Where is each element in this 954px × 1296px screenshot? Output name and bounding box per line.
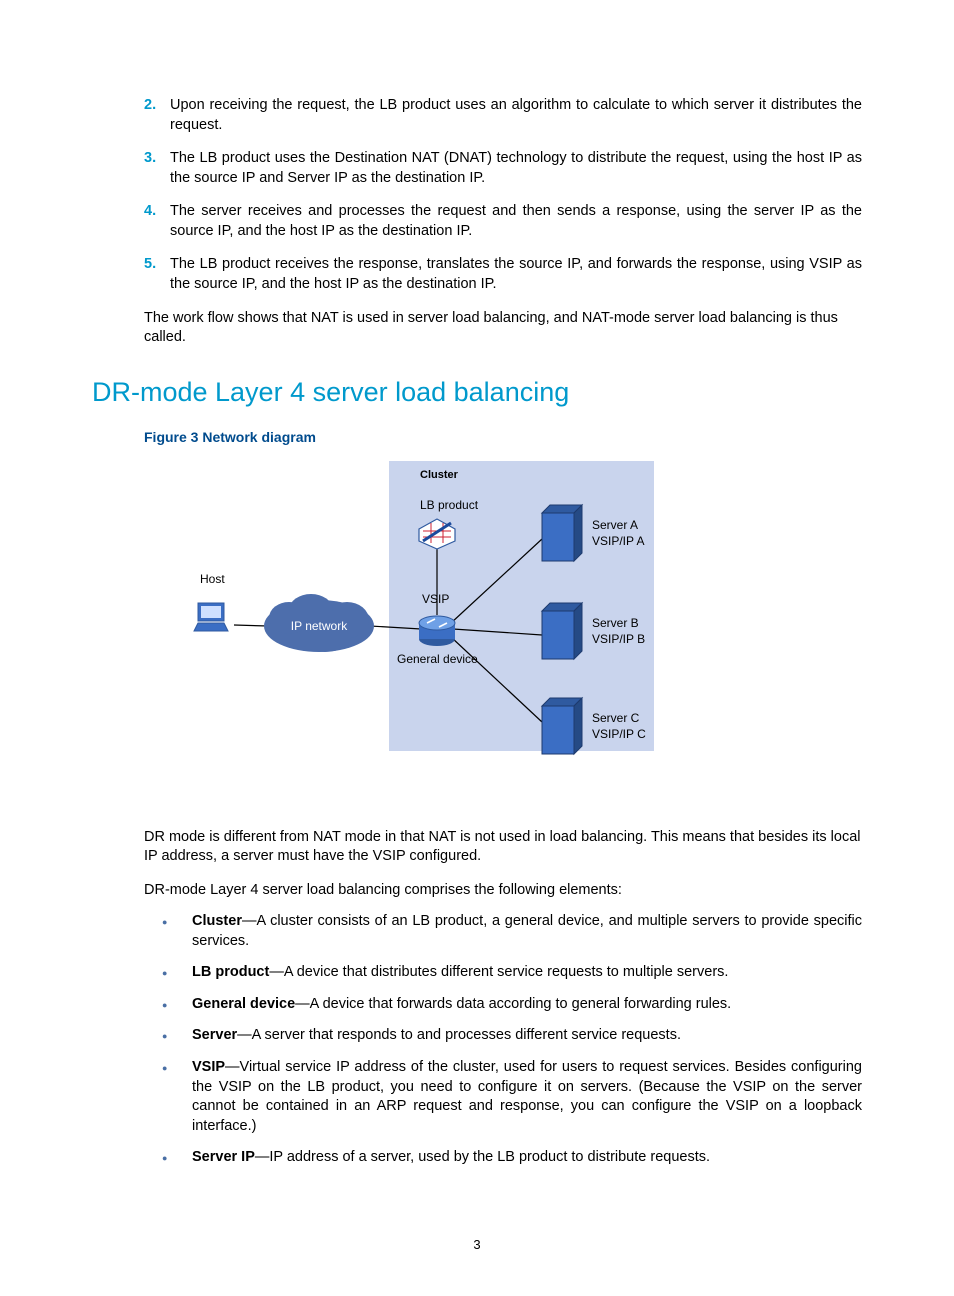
bullet-text: Server IP—IP address of a server, used b… xyxy=(192,1148,862,1168)
paragraph-elements-intro: DR-mode Layer 4 server load balancing co… xyxy=(144,881,862,901)
bullet-text: VSIP—Virtual service IP address of the c… xyxy=(192,1058,862,1136)
svg-text:General device: General device xyxy=(397,652,478,666)
svg-text:VSIP/IP A: VSIP/IP A xyxy=(592,534,644,548)
svg-text:IP network: IP network xyxy=(291,619,348,633)
list-number: 3. xyxy=(144,149,170,188)
ordered-list-item: 2.Upon receiving the request, the LB pro… xyxy=(144,96,862,135)
list-number: 4. xyxy=(144,202,170,241)
bullet-icon: ● xyxy=(162,1026,192,1046)
svg-text:Cluster: Cluster xyxy=(420,469,459,481)
svg-text:Host: Host xyxy=(200,572,225,586)
bullet-text: Cluster—A cluster consists of an LB prod… xyxy=(192,912,862,951)
list-text: Upon receiving the request, the LB produ… xyxy=(170,96,862,135)
bullet-list: ●Cluster—A cluster consists of an LB pro… xyxy=(92,912,862,1168)
list-text: The LB product uses the Destination NAT … xyxy=(170,149,862,188)
bullet-list-item: ●General device—A device that forwards d… xyxy=(162,995,862,1015)
list-text: The LB product receives the response, tr… xyxy=(170,255,862,294)
ordered-list-item: 4.The server receives and processes the … xyxy=(144,202,862,241)
ordered-list-item: 5.The LB product receives the response, … xyxy=(144,255,862,294)
list-number: 2. xyxy=(144,96,170,135)
bullet-list-item: ●Cluster—A cluster consists of an LB pro… xyxy=(162,912,862,951)
bullet-text: General device—A device that forwards da… xyxy=(192,995,862,1015)
page: 2.Upon receiving the request, the LB pro… xyxy=(0,0,954,1296)
svg-text:Server B: Server B xyxy=(592,616,639,630)
svg-text:Server C: Server C xyxy=(592,711,640,725)
ordered-list-item: 3.The LB product uses the Destination NA… xyxy=(144,149,862,188)
bullet-icon: ● xyxy=(162,1058,192,1136)
bullet-icon: ● xyxy=(162,912,192,951)
bullet-list-item: ●LB product—A device that distributes di… xyxy=(162,963,862,983)
figure-network-diagram: Cluster Host IP network LB product VSIP Gener… xyxy=(144,453,862,800)
svg-text:LB product: LB product xyxy=(420,498,479,512)
svg-text:VSIP/IP C: VSIP/IP C xyxy=(592,727,646,741)
figure-caption: Figure 3 Network diagram xyxy=(144,428,862,447)
svg-text:VSIP/IP B: VSIP/IP B xyxy=(592,632,645,646)
bullet-list-item: ●VSIP—Virtual service IP address of the … xyxy=(162,1058,862,1136)
bullet-icon: ● xyxy=(162,995,192,1015)
bullet-list-item: ●Server IP—IP address of a server, used … xyxy=(162,1148,862,1168)
ordered-list: 2.Upon receiving the request, the LB pro… xyxy=(92,96,862,295)
paragraph-dr-mode: DR mode is different from NAT mode in th… xyxy=(144,828,862,867)
network-diagram-svg: Cluster Host IP network LB product VSIP Gener… xyxy=(144,453,674,793)
bullet-list-item: ●Server—A server that responds to and pr… xyxy=(162,1026,862,1046)
bullet-icon: ● xyxy=(162,963,192,983)
page-number: 3 xyxy=(0,1236,954,1254)
svg-text:Server A: Server A xyxy=(592,518,638,532)
bullet-text: LB product—A device that distributes dif… xyxy=(192,963,862,983)
section-heading: DR-mode Layer 4 server load balancing xyxy=(92,374,862,410)
svg-text:VSIP: VSIP xyxy=(422,592,449,606)
bullet-icon: ● xyxy=(162,1148,192,1168)
list-text: The server receives and processes the re… xyxy=(170,202,862,241)
paragraph-nat-summary: The work flow shows that NAT is used in … xyxy=(144,309,862,348)
list-number: 5. xyxy=(144,255,170,294)
bullet-text: Server—A server that responds to and pro… xyxy=(192,1026,862,1046)
